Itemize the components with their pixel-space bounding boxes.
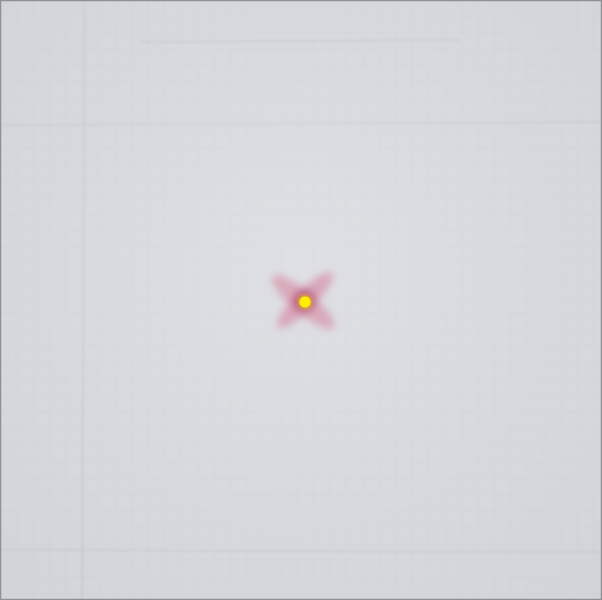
yellow-dot <box>299 296 311 308</box>
